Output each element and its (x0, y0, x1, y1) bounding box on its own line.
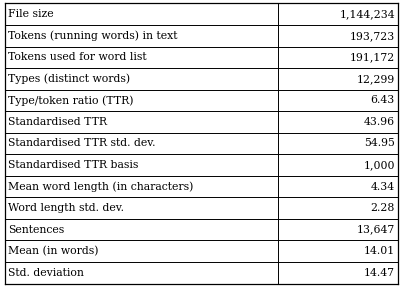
Text: 2.28: 2.28 (371, 203, 395, 213)
Text: 14.01: 14.01 (364, 246, 395, 256)
Text: 6.43: 6.43 (371, 95, 395, 105)
Text: Type/token ratio (TTR): Type/token ratio (TTR) (8, 95, 133, 106)
Text: Mean word length (in characters): Mean word length (in characters) (8, 181, 193, 192)
Text: 12,299: 12,299 (357, 74, 395, 84)
Text: 13,647: 13,647 (357, 225, 395, 235)
Text: Standardised TTR basis: Standardised TTR basis (8, 160, 139, 170)
Text: Std. deviation: Std. deviation (8, 268, 84, 278)
Text: 193,723: 193,723 (350, 31, 395, 41)
Text: 191,172: 191,172 (350, 52, 395, 62)
Text: File size: File size (8, 9, 54, 19)
Text: 1,000: 1,000 (364, 160, 395, 170)
Text: Word length std. dev.: Word length std. dev. (8, 203, 124, 213)
Text: Tokens (running words) in text: Tokens (running words) in text (8, 30, 178, 41)
Text: Standardised TTR: Standardised TTR (8, 117, 107, 127)
Text: Types (distinct words): Types (distinct words) (8, 73, 130, 84)
Text: 4.34: 4.34 (371, 182, 395, 192)
Text: 1,144,234: 1,144,234 (339, 9, 395, 19)
Text: 54.95: 54.95 (364, 139, 395, 148)
Text: Sentences: Sentences (8, 225, 64, 235)
Text: 14.47: 14.47 (364, 268, 395, 278)
Text: Tokens used for word list: Tokens used for word list (8, 52, 147, 62)
Text: Standardised TTR std. dev.: Standardised TTR std. dev. (8, 139, 156, 148)
Text: Mean (in words): Mean (in words) (8, 246, 99, 256)
Text: 43.96: 43.96 (364, 117, 395, 127)
